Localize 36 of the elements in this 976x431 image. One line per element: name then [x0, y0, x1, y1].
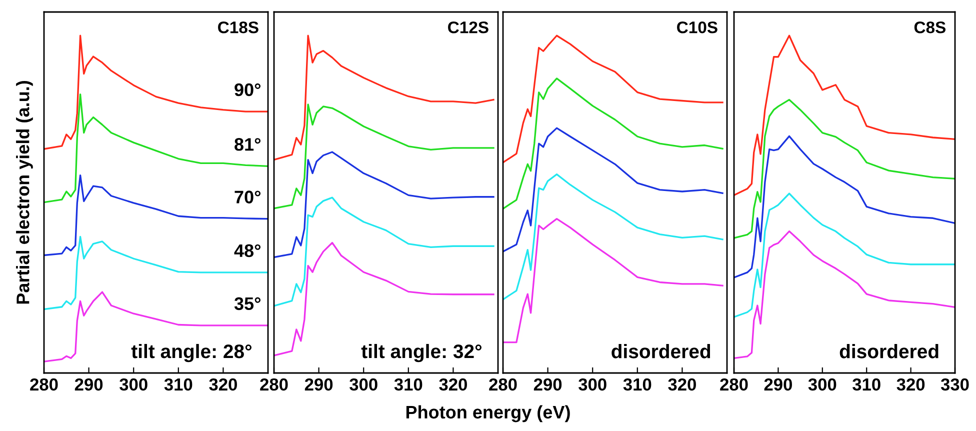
x-tick-label: 320 [896, 378, 925, 391]
series-label: 81° [234, 138, 261, 151]
x-tick-label: 290 [534, 378, 562, 391]
series-label: 48° [234, 244, 261, 258]
x-tick-label: 330 [940, 378, 969, 391]
annotation: tilt angle: 32° [361, 344, 482, 362]
annotation: tilt angle: 28° [131, 344, 252, 362]
x-tick-label: 280 [720, 378, 748, 391]
x-tick-label: 280 [489, 378, 517, 391]
series-label: 35° [234, 297, 261, 310]
x-tick-label: 290 [764, 378, 792, 391]
y-axis-title: Partial electron yield (a.u.) [16, 81, 33, 304]
x-tick-label: 310 [852, 378, 880, 391]
series-label: 90° [234, 83, 261, 96]
text: C18S [218, 21, 258, 34]
x-tick-label: 300 [120, 378, 148, 391]
x-tick-label: 300 [578, 378, 606, 391]
x-tick-label: 310 [394, 378, 422, 391]
annotation: disordered [840, 344, 938, 358]
x-tick-label: 310 [623, 378, 652, 391]
x-tick-label: 280 [30, 378, 58, 391]
x-tick-label: 310 [164, 378, 192, 391]
series-label: 70° [234, 190, 261, 204]
x-tick-label: 320 [439, 378, 467, 391]
x-tick-label: 320 [209, 378, 237, 391]
text: C10S [677, 21, 718, 34]
x-tick-label: 300 [808, 378, 836, 391]
text: C8S [914, 21, 946, 34]
x-axis-title: Photon energy (eV) [406, 405, 570, 422]
x-tick-label: 320 [668, 378, 696, 391]
annotation: disordered [612, 344, 710, 358]
x-tick-label: 290 [74, 378, 103, 391]
x-tick-label: 280 [260, 378, 288, 391]
text: C12S [448, 21, 488, 34]
x-tick-label: 290 [304, 378, 333, 391]
x-tick-label: 300 [350, 378, 378, 391]
